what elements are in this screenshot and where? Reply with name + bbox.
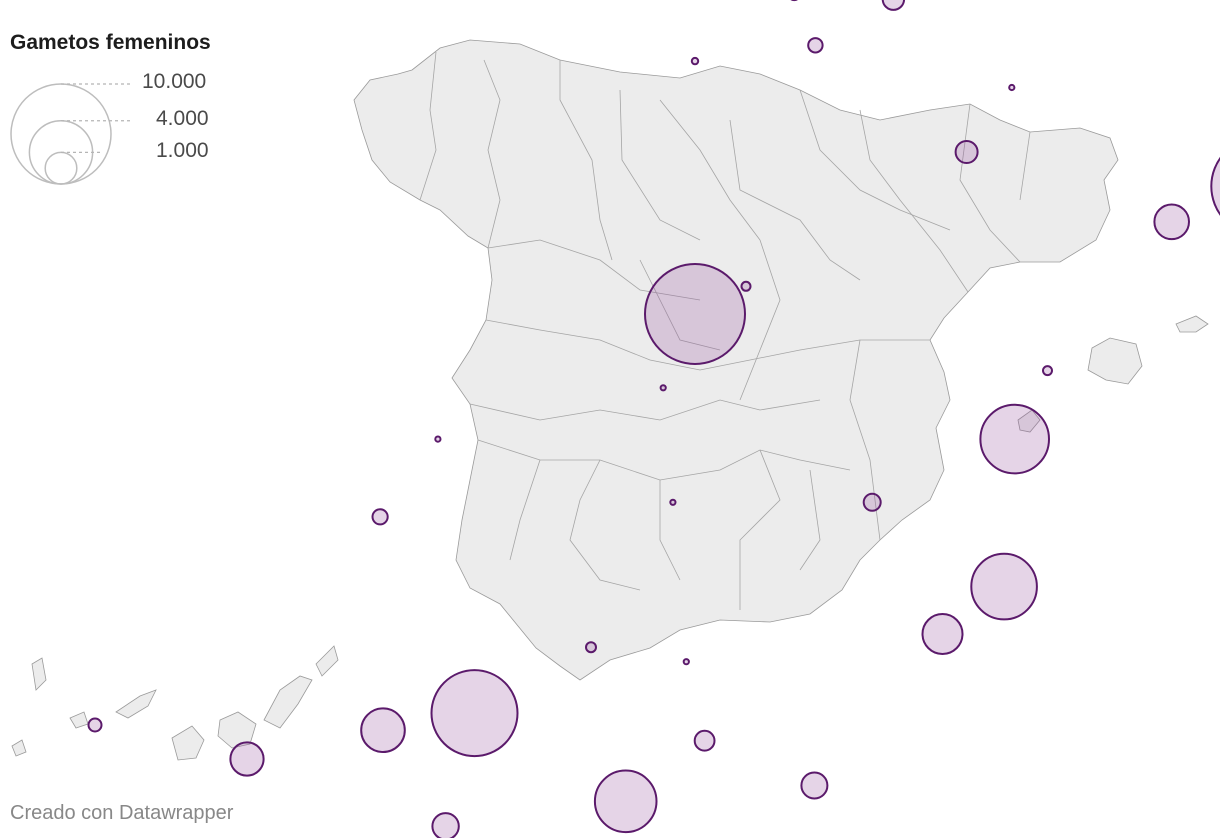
bubble-tarragona[interactable] (1153, 203, 1190, 241)
bubble-navarra[interactable] (881, 0, 906, 11)
bubble-alicante[interactable] (970, 552, 1038, 621)
bubble-almer-a[interactable] (800, 771, 829, 800)
credit-text: Creado con Datawrapper (10, 802, 234, 824)
tenerife (115, 689, 157, 719)
bubble-m-laga[interactable] (593, 769, 658, 834)
ibiza (1017, 409, 1041, 433)
bubble-guadalajara[interactable] (740, 280, 752, 292)
legend-graphic (10, 83, 130, 185)
fuerteventura-sur (171, 725, 205, 761)
bubble-murcia[interactable] (921, 613, 964, 655)
legend-label-1000: 1.000 (156, 139, 209, 162)
bubble-c-diz[interactable] (431, 812, 460, 838)
legend-title: Gametos femeninos (10, 31, 211, 54)
bubble-granada[interactable] (693, 729, 716, 752)
legend-circle-1000 (44, 151, 78, 185)
bubble-ja-n[interactable] (682, 658, 690, 666)
legend-circle-10000 (10, 83, 112, 185)
hierro (11, 739, 27, 757)
la-palma (31, 657, 47, 691)
bubble-huesca[interactable] (1008, 83, 1016, 92)
bubble-barcelona[interactable] (1210, 137, 1220, 235)
bubble-las-palmas[interactable] (229, 741, 265, 777)
bubble-castell-n[interactable] (1042, 365, 1053, 377)
bubble-badajoz[interactable] (371, 508, 389, 526)
legend-label-10000: 10.000 (142, 70, 207, 93)
bubble-layer (87, 0, 1220, 838)
bubble-c-ceres[interactable] (434, 435, 442, 443)
bubble-santa-cruz-de-tenerife[interactable] (87, 717, 103, 733)
bubble-burgos[interactable] (690, 56, 700, 66)
province-borders (419, 51, 1031, 610)
bubble-la-rioja[interactable] (807, 37, 824, 54)
gran-canaria (217, 711, 257, 749)
bubble-valencia[interactable] (979, 403, 1051, 475)
legend-label-4000: 4.000 (156, 107, 209, 130)
lanzarote (315, 645, 339, 677)
menorca (1175, 315, 1209, 333)
bubble-zaragoza[interactable] (954, 140, 979, 164)
bubble-c-rdoba[interactable] (585, 641, 597, 654)
bubble-sevilla[interactable] (430, 669, 519, 758)
bubble-albacete[interactable] (862, 492, 882, 512)
bubble-toledo[interactable] (659, 384, 667, 392)
fuerteventura (263, 675, 313, 729)
gomera (69, 711, 89, 729)
mallorca (1087, 337, 1143, 385)
bubble-huelva[interactable] (360, 707, 406, 754)
bubble-madrid[interactable] (644, 263, 746, 365)
bubble-ciudad-real[interactable] (669, 498, 677, 506)
